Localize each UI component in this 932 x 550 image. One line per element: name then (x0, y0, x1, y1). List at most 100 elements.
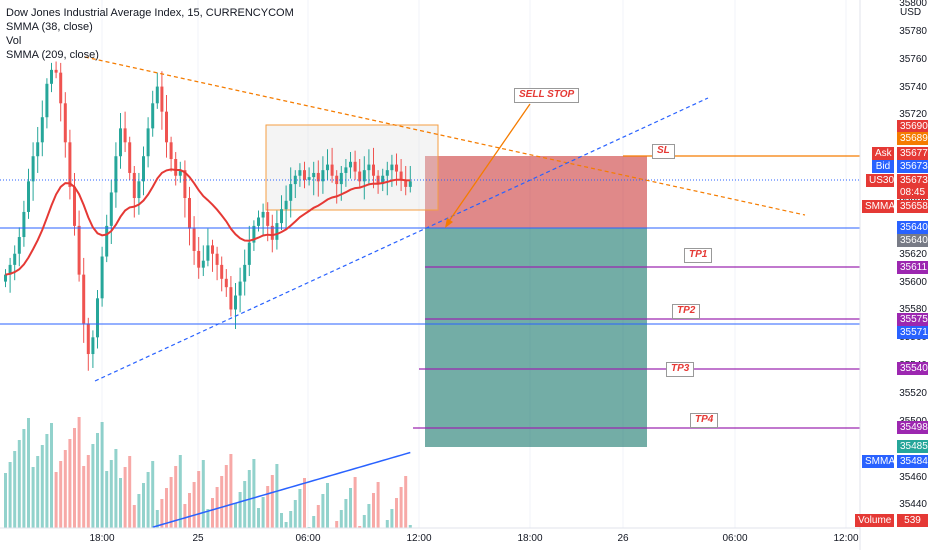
volume-bar (68, 439, 72, 528)
candle-body (119, 128, 122, 157)
volume-bar (22, 429, 26, 528)
volume-bar (349, 488, 352, 528)
volume-bar (17, 440, 21, 528)
indicator-volume[interactable]: Vol (6, 35, 22, 47)
volume-bar (275, 464, 279, 528)
volume-bar (123, 467, 127, 528)
candle-body (27, 181, 30, 212)
reward-zone (425, 228, 647, 447)
volume-bar (31, 467, 35, 528)
candle-body (243, 264, 247, 282)
candle-body (293, 175, 297, 185)
volume-bar (50, 423, 53, 528)
tag-tp3: 35540 (897, 362, 928, 375)
volume-bar (8, 462, 12, 528)
volume-bar (344, 499, 348, 528)
tp1-annotation[interactable]: TP1 (684, 248, 713, 263)
candle-body (188, 198, 191, 229)
volume-bar (155, 510, 159, 528)
volume-bar (114, 449, 118, 528)
volume-bar (293, 500, 297, 528)
candle-body (91, 337, 95, 355)
tag-tp4: 35498 (897, 421, 928, 434)
volume-bar (4, 473, 7, 528)
candle-body (257, 217, 260, 226)
tp3-annotation[interactable]: TP3 (666, 362, 695, 377)
candle-body (362, 170, 366, 182)
volume-bar (266, 486, 270, 528)
candle-body (390, 164, 394, 171)
price-tick: 35740 (899, 81, 927, 93)
candle-body (31, 156, 35, 182)
sell-stop-arrow (446, 103, 531, 225)
sl-annotation[interactable]: SL (652, 144, 675, 159)
candle-body (17, 237, 21, 254)
volume-bar (178, 455, 182, 528)
candle-body (238, 281, 242, 296)
candle-body (339, 172, 343, 185)
volume-bar (270, 475, 274, 528)
volume-bar (335, 521, 339, 528)
volume-bar (27, 418, 30, 528)
ask-value: 35677 (897, 147, 928, 160)
candle-body (404, 179, 408, 187)
tag-35640b: 35640 (897, 234, 928, 247)
volume-bar (206, 509, 210, 528)
candle-body (197, 250, 201, 268)
candle-body (367, 164, 371, 171)
candle-body (68, 142, 72, 187)
candle-body (63, 103, 67, 143)
candle-body (215, 253, 219, 265)
price-tick: 35720 (899, 109, 927, 121)
candle-body (192, 228, 196, 251)
volume-bar (298, 489, 302, 528)
candle-body (234, 295, 237, 310)
indicator-smma38[interactable]: SMMA (38, close) (6, 21, 93, 33)
candle-body (280, 209, 283, 224)
volume-bar (165, 488, 168, 528)
tp4-annotation[interactable]: TP4 (690, 413, 719, 428)
candle-body (275, 223, 279, 240)
volume-bar (303, 478, 306, 528)
price-tick: 35520 (899, 388, 927, 400)
candle-body (105, 225, 109, 257)
volume-bar (367, 504, 371, 528)
candle-body (114, 156, 118, 193)
volume-bar (312, 516, 316, 528)
ask-label: Ask (872, 147, 894, 160)
volume-bar (390, 509, 394, 528)
candlesticks (4, 61, 412, 371)
volume-bar (220, 476, 224, 528)
volume-bar (142, 483, 145, 528)
candle-body (165, 111, 168, 143)
price-tick: 35440 (899, 499, 927, 511)
volume-bar (192, 482, 196, 528)
volume-bar (146, 472, 150, 528)
sell-stop-annotation[interactable]: SELL STOP (514, 88, 580, 103)
candle-body (160, 86, 164, 112)
candle-body (109, 192, 113, 226)
tag-35571: 35571 (897, 326, 928, 339)
volume-bar (385, 520, 389, 528)
indicator-smma209[interactable]: SMMA (209, close) (6, 49, 99, 61)
candle-body (174, 159, 178, 176)
candle-body (206, 245, 210, 261)
candle-body (211, 245, 214, 254)
volume-bar (174, 466, 178, 528)
volume-bar (91, 444, 95, 528)
candle-body (77, 225, 81, 275)
tp2-annotation[interactable]: TP2 (672, 304, 701, 319)
volume-bar (376, 482, 380, 528)
volume-bar (238, 492, 242, 528)
candle-body (261, 211, 265, 218)
candle-body (395, 164, 398, 172)
candle-body (229, 287, 233, 310)
volume-bar (96, 433, 99, 528)
time-tick: 12:00 (406, 533, 432, 544)
volume-bar (40, 445, 44, 528)
candle-body (326, 164, 329, 171)
smma-label: SMMA (862, 200, 895, 213)
symbol-title[interactable]: Dow Jones Industrial Average Index, 15, … (6, 7, 294, 19)
time-tick: 06:00 (295, 533, 321, 544)
